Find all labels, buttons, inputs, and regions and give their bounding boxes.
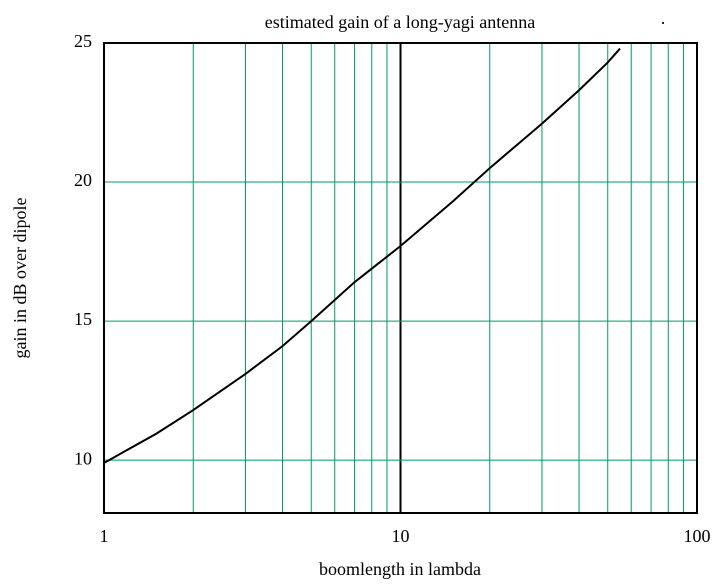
- x-tick-label: 100: [684, 526, 711, 546]
- plot-border: [103, 42, 698, 514]
- y-tick-label: 10: [74, 448, 92, 468]
- y-tick-label: 20: [74, 170, 92, 190]
- x-tick-label: 1: [100, 526, 109, 546]
- x-tick-label: 10: [392, 526, 410, 546]
- data-line: [103, 47, 621, 464]
- y-tick-label: 15: [74, 309, 92, 329]
- y-tick-label: 25: [74, 31, 92, 51]
- x-axis-label: boomlength in lambda: [319, 559, 481, 579]
- y-axis-label: gain in dB over dipole: [10, 198, 30, 359]
- chart-title: estimated gain of a long-yagi antenna: [265, 12, 535, 32]
- annotation: .: [661, 8, 666, 28]
